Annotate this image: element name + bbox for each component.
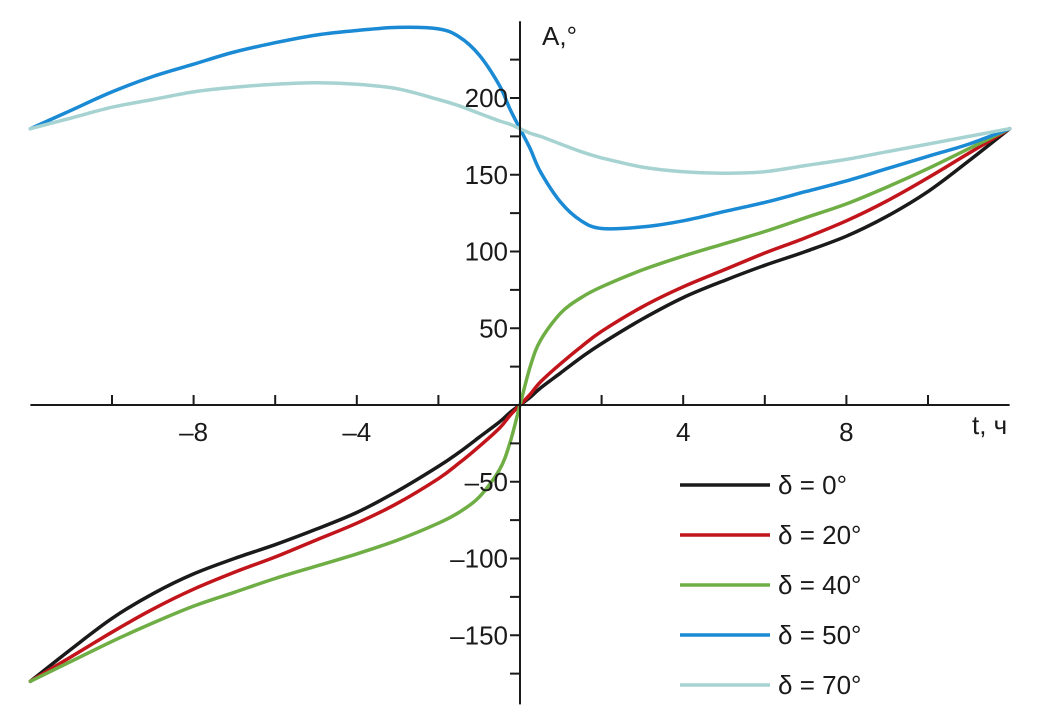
x-axis-label: t, ч xyxy=(972,410,1007,440)
x-tick-label: 8 xyxy=(839,417,853,447)
x-tick-label: 4 xyxy=(676,417,690,447)
legend: δ = 0° δ = 20° δ = 40° δ = 50° δ = 70° xyxy=(680,470,861,700)
y-tick-label: 50 xyxy=(479,313,508,343)
y-tick-label: 100 xyxy=(465,237,508,267)
legend-label: δ = 70° xyxy=(778,670,861,700)
legend-label: δ = 50° xyxy=(778,620,861,650)
legend-label: δ = 40° xyxy=(778,570,861,600)
legend-label: δ = 20° xyxy=(778,520,861,550)
axes-layer: –8 –4 4 8 200 150 100 50 –50 –100 –150 A,° t, ч xyxy=(30,21,1010,705)
y-axis-label: A,° xyxy=(542,21,577,51)
y-tick-label: –100 xyxy=(450,544,508,574)
legend-label: δ = 0° xyxy=(778,470,847,500)
y-tick-label: 150 xyxy=(465,160,508,190)
y-tick-label: –50 xyxy=(465,467,508,497)
y-tick-label: 200 xyxy=(465,83,508,113)
x-tick-label: –8 xyxy=(179,417,208,447)
x-tick-label: –4 xyxy=(342,417,371,447)
y-tick-label: –150 xyxy=(450,620,508,650)
